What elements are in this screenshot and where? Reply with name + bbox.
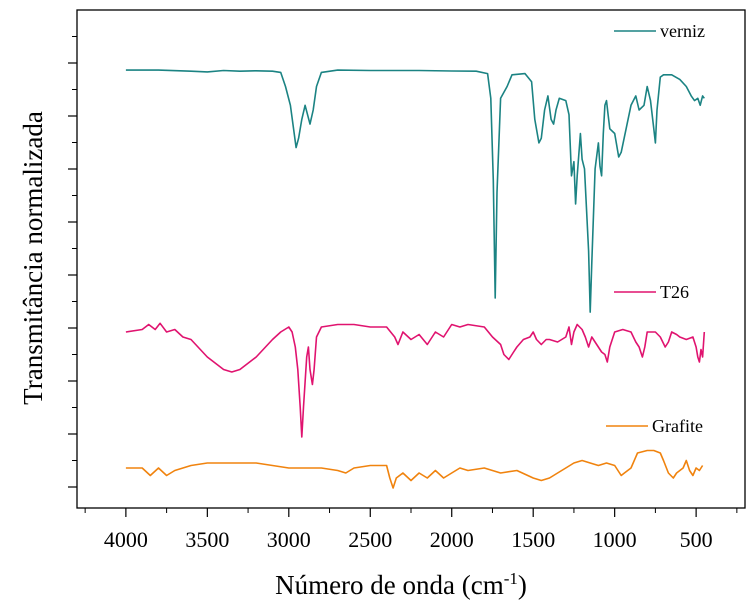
series-line-verniz	[125, 69, 705, 313]
x-tick-label: 2500	[348, 527, 392, 552]
series-line-grafite	[125, 449, 704, 489]
x-tick-label: 2000	[430, 527, 474, 552]
x-tick-label: 500	[680, 527, 713, 552]
x-tick-label: 1000	[593, 527, 637, 552]
y-axis	[68, 36, 77, 488]
legend-label-t26: T26	[660, 282, 689, 302]
plot-frame	[76, 9, 746, 509]
legend-label-grafite: Grafite	[652, 416, 703, 436]
legend-label-verniz: verniz	[660, 21, 705, 41]
x-tick-label: 4000	[104, 527, 148, 552]
x-tick-label: 3000	[267, 527, 311, 552]
x-axis-title: Número de onda (cm-1)	[275, 569, 527, 600]
y-axis-title: Transmitância normalizada	[18, 111, 48, 405]
x-tick-label: 1500	[511, 527, 555, 552]
series-line-t26	[125, 322, 706, 438]
plot-border	[76, 9, 746, 509]
legend: verniz T26 Grafite	[606, 21, 705, 436]
x-axis: 4000 3500 3000 2500 2000 1500 1000 500	[84, 508, 738, 552]
series-layer	[125, 69, 706, 489]
x-axis-title-superscript: -1	[504, 569, 518, 588]
x-tick-label: 3500	[185, 527, 229, 552]
